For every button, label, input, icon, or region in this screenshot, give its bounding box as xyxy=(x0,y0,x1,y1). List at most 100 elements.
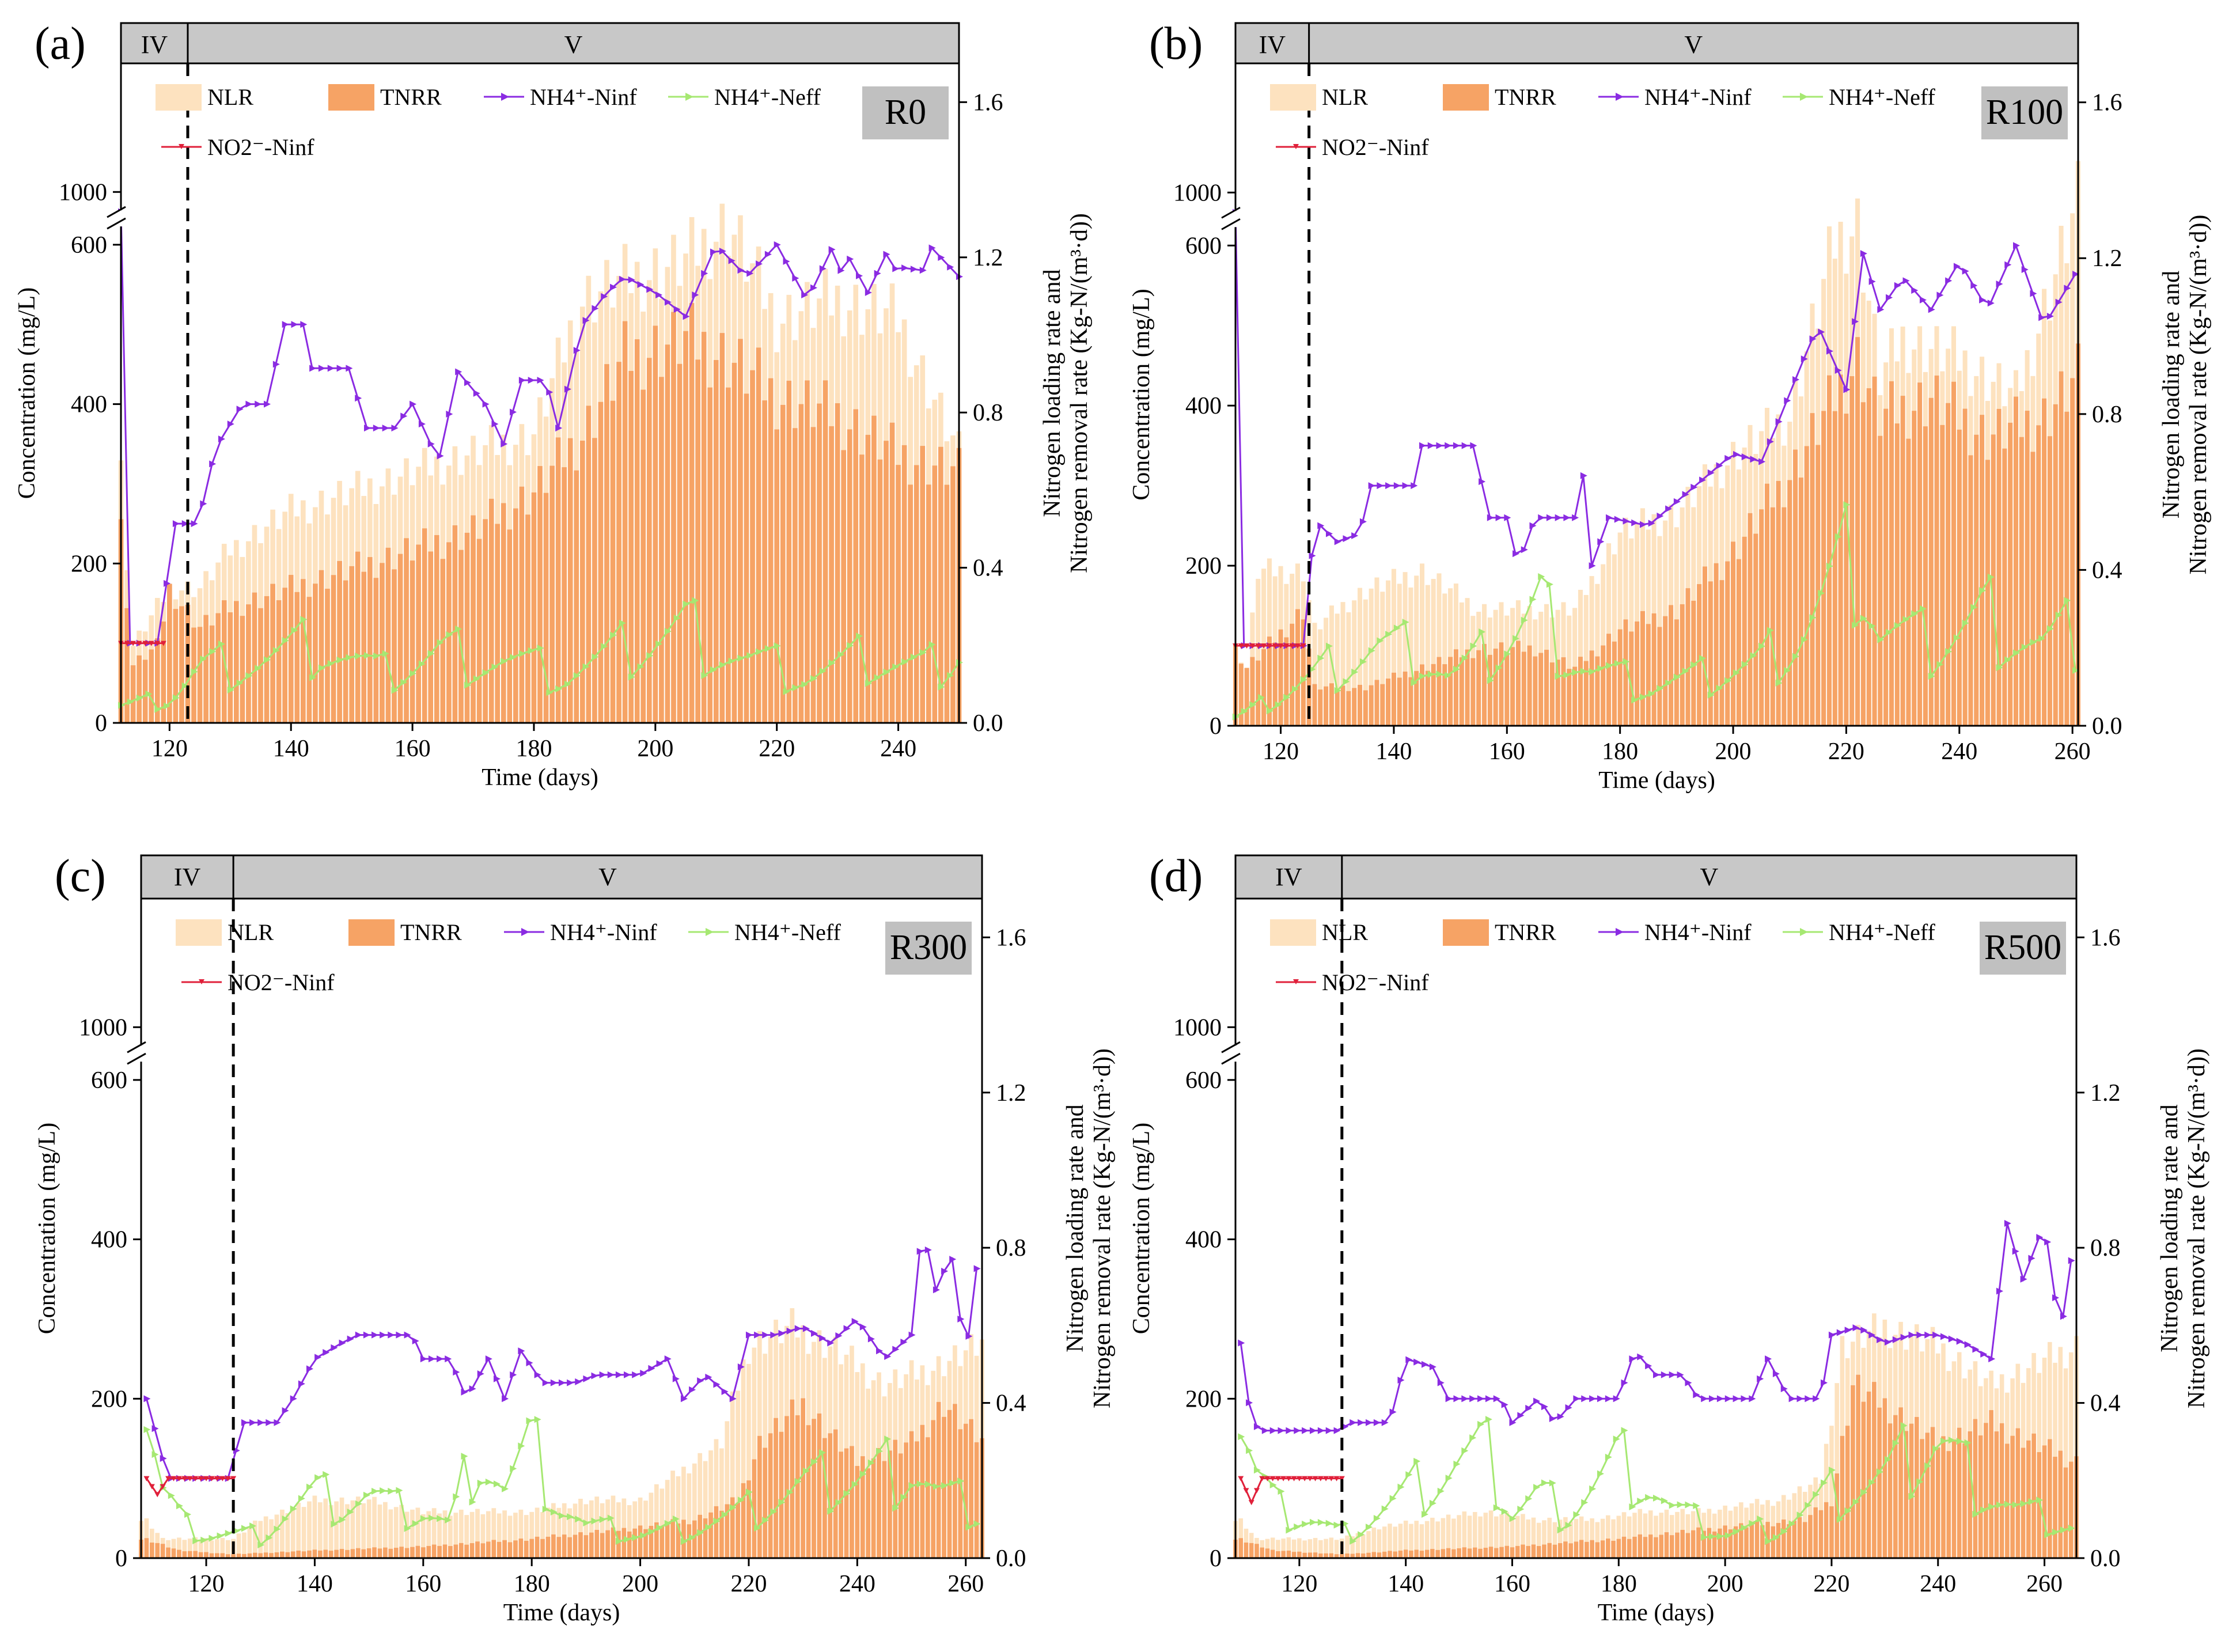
tnrr-bar xyxy=(300,579,306,723)
tnrr-bar xyxy=(741,1483,746,1558)
nh4-inf-point xyxy=(2036,1234,2044,1241)
no2-inf-point xyxy=(170,1476,177,1482)
nh4-eff-point xyxy=(1741,1524,1748,1532)
nh4-inf-point xyxy=(1953,263,1961,270)
y-left-tick-label: 200 xyxy=(1185,1386,1222,1412)
tnrr-bar xyxy=(1781,1520,1786,1558)
nh4-inf-point xyxy=(819,1335,827,1342)
legend-nlr-swatch xyxy=(1270,84,1316,111)
nh4-inf-point xyxy=(1427,442,1435,449)
tnrr-bar xyxy=(833,1429,838,1558)
tnrr-bar xyxy=(1659,1534,1664,1558)
legend-no2-inf-label: NO2⁻-Ninf xyxy=(228,969,335,995)
nh4-inf-point xyxy=(1796,1395,1804,1403)
nlr-bar xyxy=(1499,1514,1504,1558)
tnrr-bar xyxy=(380,563,385,723)
nh4-inf-point xyxy=(607,1371,615,1378)
tnrr-bar xyxy=(1616,1539,1621,1558)
nh4-eff-point xyxy=(1309,1518,1317,1526)
tnrr-bar xyxy=(1574,1541,1579,1558)
tnrr-bar xyxy=(1265,1548,1270,1558)
tnrr-bar xyxy=(1669,1535,1674,1558)
tnrr-bar xyxy=(1600,1540,1605,1558)
nh4-eff-point xyxy=(236,679,244,687)
nh4-eff-point xyxy=(908,1482,916,1490)
nh4-eff-point xyxy=(599,1515,607,1523)
tnrr-bar xyxy=(1313,1552,1318,1558)
nh4-inf-point xyxy=(884,1352,892,1360)
y-right-tick-label: 0.4 xyxy=(2090,1390,2121,1417)
nlr-bar xyxy=(1601,564,1606,726)
nh4-inf-point xyxy=(1445,1395,1453,1403)
nh4-inf-point xyxy=(1605,1395,1612,1403)
tnrr-bar xyxy=(355,551,361,723)
nh4-eff-point xyxy=(534,1416,541,1423)
y-right-tick-label: 1.6 xyxy=(2090,924,2121,951)
nh4-inf-point xyxy=(526,1359,533,1367)
nh4-eff-point xyxy=(209,1534,216,1542)
y-right-axis-label: Nitrogen removal rate (Kg-N/(m³·d)) xyxy=(2184,1048,2210,1408)
phase-label-v: V xyxy=(1700,863,1719,891)
nh4-inf-point xyxy=(420,1355,427,1363)
nh4-inf-point xyxy=(1302,1427,1309,1434)
y-left-tick-label: 600 xyxy=(71,232,107,259)
nlr-bar xyxy=(1371,1527,1377,1558)
tnrr-bar xyxy=(2042,1445,2047,1558)
nlr-bar xyxy=(1297,1538,1302,1558)
nh4-inf-point xyxy=(372,1331,379,1339)
nlr-bar xyxy=(1600,1518,1605,1558)
legend-nh4-eff-marker xyxy=(706,928,714,936)
tnrr-bar xyxy=(909,1431,914,1558)
nh4-eff-point xyxy=(1429,1499,1436,1507)
tnrr-bar xyxy=(1764,483,1769,726)
nh4-inf-point xyxy=(1477,1395,1485,1403)
tnrr-bar xyxy=(1754,1521,1760,1558)
tnrr-bar xyxy=(877,459,883,723)
nh4-inf-point xyxy=(933,1286,940,1294)
nh4-inf-point xyxy=(485,1355,492,1363)
nh4-eff-point xyxy=(1373,1515,1381,1522)
nh4-inf-point xyxy=(469,1385,476,1392)
tnrr-bar xyxy=(1866,388,1871,726)
nh4-eff-point xyxy=(143,1426,151,1433)
legend-tnrr-label: TNRR xyxy=(380,84,442,110)
no2-inf-point xyxy=(1275,1476,1281,1482)
tnrr-bar xyxy=(2048,1439,2052,1558)
nh4-inf-point xyxy=(191,520,198,528)
legend-no2-inf-marker xyxy=(179,144,184,149)
tnrr-bar xyxy=(215,1553,219,1558)
nh4-inf-point xyxy=(1402,482,1409,490)
tnrr-bar xyxy=(422,528,427,723)
tnrr-bar xyxy=(908,484,913,723)
tnrr-bar xyxy=(703,1518,708,1558)
nh4-inf-point xyxy=(1529,522,1537,529)
nlr-bar xyxy=(540,1511,545,1558)
tnrr-bar xyxy=(1473,1547,1477,1558)
tnrr-bar xyxy=(974,1442,979,1558)
nh4-eff-point xyxy=(1557,1526,1564,1534)
tnrr-bar xyxy=(1442,664,1447,726)
nh4-eff-point xyxy=(1868,1479,1876,1486)
phase-label-iv: IV xyxy=(141,31,168,59)
nh4-inf-point xyxy=(774,241,781,248)
nlr-bar xyxy=(746,1363,751,1558)
nh4-inf-point xyxy=(1504,514,1511,521)
tnrr-bar xyxy=(795,1415,800,1558)
nh4-inf-point xyxy=(1877,1336,1884,1343)
nh4-inf-point xyxy=(446,410,453,418)
nlr-bar xyxy=(242,1532,247,1558)
tnrr-bar xyxy=(1643,1537,1648,1558)
nh4-eff-point xyxy=(1972,1510,1980,1518)
tnrr-bar xyxy=(1324,686,1329,726)
nlr-bar xyxy=(225,1540,230,1558)
tnrr-bar xyxy=(2063,1467,2068,1558)
nlr-bar xyxy=(1270,1537,1275,1558)
no2-inf-point xyxy=(154,641,161,646)
tnrr-bar xyxy=(124,608,130,723)
nh4-inf-point xyxy=(1606,514,1613,521)
tnrr-bar xyxy=(1951,1439,1957,1558)
y-left-tick-label: 1000 xyxy=(1173,1014,1222,1041)
nh4-eff-point xyxy=(1699,654,1707,662)
nh4-eff-point xyxy=(1470,642,1477,650)
tnrr-bar xyxy=(707,387,713,723)
